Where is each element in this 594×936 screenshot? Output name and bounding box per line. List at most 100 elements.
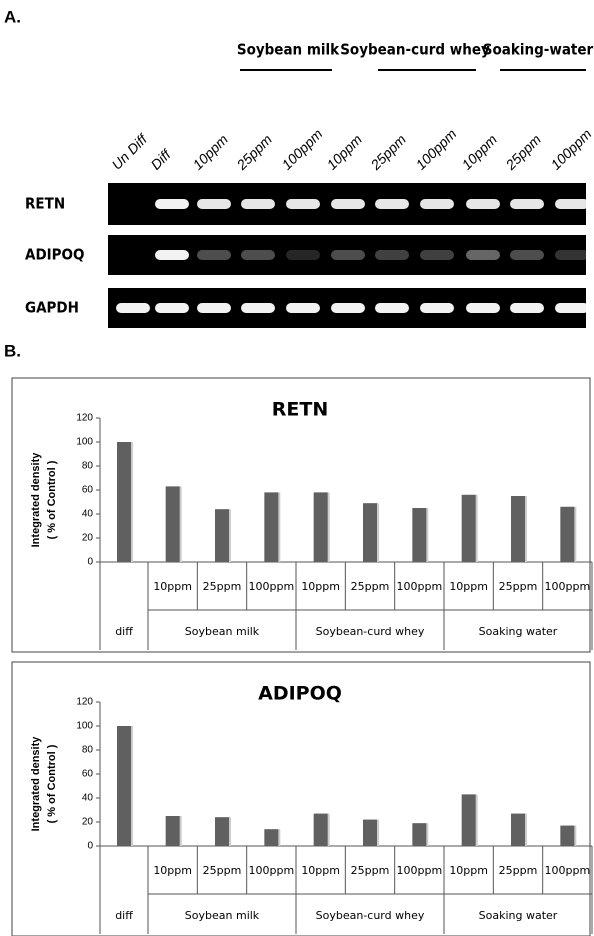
gel-band [510, 303, 544, 313]
row-label: ADIPOQ [25, 246, 85, 264]
gel-band [155, 250, 189, 260]
lane-label: 100ppm [547, 125, 594, 172]
gel-band [420, 250, 454, 260]
lane-label: 10ppm [189, 131, 231, 173]
x-tick-label: 25ppm [351, 864, 390, 877]
lane-label: 10ppm [458, 131, 500, 173]
y-tick-label: 100 [76, 721, 93, 732]
group-label: diff [115, 625, 133, 638]
gel-band [241, 303, 275, 313]
y-tick-label: 0 [87, 557, 93, 568]
panel-label: A. [4, 7, 21, 26]
x-tick-label: 10ppm [153, 580, 192, 593]
y-axis-label: Integrated density [30, 452, 42, 548]
gel-band [466, 303, 500, 313]
gel-band [555, 250, 589, 260]
gel-band [555, 303, 589, 313]
gel-band [116, 303, 150, 313]
group-label: Soybean milk [185, 625, 260, 638]
bar [511, 814, 525, 846]
x-tick-label: 25ppm [203, 580, 242, 593]
x-tick-label: 10ppm [301, 864, 340, 877]
x-tick-label: 100ppm [544, 580, 590, 593]
figure: A. B. Soybean milkSoybean-curd wheySoaki… [0, 0, 594, 936]
lane-label: 100ppm [278, 125, 325, 172]
row-label: RETN [25, 195, 65, 213]
gel-band [241, 250, 275, 260]
bar [264, 492, 278, 562]
x-tick-label: 100ppm [544, 864, 590, 877]
bar [314, 814, 328, 846]
chart-title: RETN [272, 399, 328, 421]
y-tick-label: 120 [76, 413, 93, 424]
group-label: Soybean milk [237, 41, 340, 59]
bar [511, 496, 525, 562]
y-tick-label: 0 [87, 841, 93, 852]
bar [215, 817, 229, 846]
x-tick-label: 10ppm [301, 580, 340, 593]
x-tick-label: 10ppm [449, 864, 488, 877]
x-tick-label: 100ppm [248, 580, 294, 593]
lane-label: Un Diff [108, 130, 151, 173]
gel-band [331, 303, 365, 313]
y-tick-label: 80 [82, 461, 94, 472]
x-tick-label: 25ppm [203, 864, 242, 877]
bar [560, 507, 574, 562]
group-label: Soaking water [479, 909, 558, 922]
y-tick-label: 40 [82, 793, 94, 804]
gel-band [197, 199, 231, 209]
gel-band [331, 199, 365, 209]
bar [166, 816, 180, 846]
gel-band [286, 199, 320, 209]
lane-label: 10ppm [323, 131, 365, 173]
group-label: Soybean-curd whey [340, 41, 490, 59]
gel-band [375, 250, 409, 260]
y-tick-label: 100 [76, 437, 93, 448]
bar [215, 509, 229, 562]
group-label: Soaking water [479, 625, 558, 638]
y-tick-label: 120 [76, 697, 93, 708]
gel-band [466, 250, 500, 260]
lane-label: 25ppm [367, 131, 410, 174]
bar [166, 486, 180, 562]
gel-band [466, 199, 500, 209]
x-tick-label: 10ppm [153, 864, 192, 877]
gel-band [375, 199, 409, 209]
row-label: GAPDH [25, 299, 79, 317]
gel-band [155, 199, 189, 209]
bar [264, 829, 278, 846]
bar [314, 492, 328, 562]
bar [412, 508, 426, 562]
y-tick-label: 20 [82, 533, 94, 544]
x-tick-label: 100ppm [396, 580, 442, 593]
bar [117, 442, 131, 562]
gel-band [197, 303, 231, 313]
group-label: Soaking-water [483, 41, 594, 59]
lane-label: Diff [147, 145, 175, 173]
gel-band [555, 199, 589, 209]
bar [363, 503, 377, 562]
gel-band [286, 303, 320, 313]
y-tick-label: 60 [82, 769, 94, 780]
gel-band [197, 250, 231, 260]
chart-title: ADIPOQ [258, 683, 342, 705]
x-tick-label: 100ppm [248, 864, 294, 877]
group-label: Soybean-curd whey [316, 909, 425, 922]
x-tick-label: 25ppm [351, 580, 390, 593]
y-tick-label: 20 [82, 817, 94, 828]
bar [560, 826, 574, 846]
x-tick-label: 25ppm [499, 580, 538, 593]
group-label: Soybean-curd whey [316, 625, 425, 638]
gel-band [155, 303, 189, 313]
y-tick-label: 40 [82, 509, 94, 520]
y-axis-label: ( % of Control ) [46, 460, 58, 539]
lane-label: 25ppm [502, 131, 545, 174]
gel-band [510, 199, 544, 209]
gel-band [241, 199, 275, 209]
x-tick-label: 25ppm [499, 864, 538, 877]
gel-band [420, 303, 454, 313]
bar [117, 726, 131, 846]
bar [462, 794, 476, 846]
bar [462, 495, 476, 562]
group-label: diff [115, 909, 133, 922]
